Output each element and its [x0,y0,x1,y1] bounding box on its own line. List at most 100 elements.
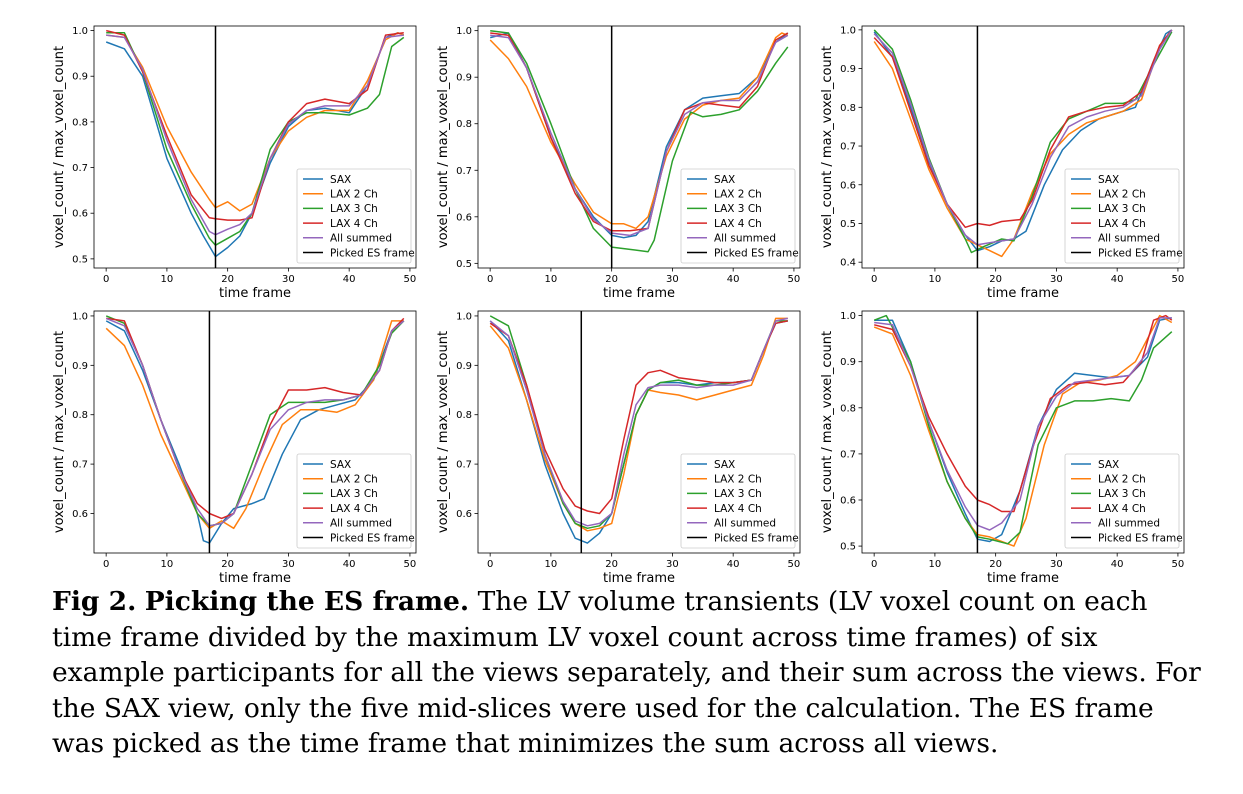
x-tick-label: 40 [727,274,740,285]
legend-label-all-summed: All summed [1098,233,1160,245]
y-tick-label: 0.8 [456,119,472,130]
axes-frame [93,310,417,554]
x-tick-label: 20 [989,559,1002,570]
x-tick-label: 20 [605,559,618,570]
legend-label-sax: SAX [330,459,351,471]
series-line-lax-2-ch [105,320,404,530]
x-tick-label: 20 [605,274,618,285]
x-tick-label: 50 [788,559,801,570]
y-tick-label: 0.8 [72,117,88,128]
series-line-all-summed [873,29,1173,246]
axes-frame [477,310,801,554]
legend-label-lax-3-ch: LAX 3 Ch [714,488,762,500]
legend-label-lax-2-ch: LAX 2 Ch [330,189,378,201]
x-axis-label: time frame [987,286,1059,301]
axes-frame [477,25,801,269]
series-group [489,315,788,544]
legend: SAX LAX 2 Ch LAX 3 Ch LAX 4 Ch All summed Pic… [1064,453,1183,549]
y-tick-label: 0.5 [840,542,856,553]
y-axis-label: voxel_count / max_voxel_count [820,46,835,248]
y-tick-label: 0.7 [456,166,472,177]
y-tick-label: 0.9 [72,361,88,372]
x-tick-label: 30 [666,274,679,285]
legend-label-lax-4-ch: LAX 4 Ch [1098,218,1146,230]
y-tick-label: 0.8 [72,410,88,421]
legend-label-lax-2-ch: LAX 2 Ch [330,474,378,486]
axes-frame [861,25,1185,269]
legend-label-lax-4-ch: LAX 4 Ch [330,218,378,230]
series-line-all-summed [490,34,789,237]
x-tick-label: 30 [1050,559,1063,570]
legend-label-picked-es-frame: Picked ES frame [714,247,799,259]
legend-label-all-summed: All summed [714,233,776,245]
legend-label-sax: SAX [1098,174,1119,186]
x-tick-label: 50 [404,559,417,570]
y-axis-label: voxel_count / max_voxel_count [436,46,451,248]
x-tick-label: 50 [1172,559,1185,570]
series-line-lax-2-ch [106,32,405,212]
legend-label-sax: SAX [714,459,735,471]
legend-label-lax-2-ch: LAX 2 Ch [1098,189,1146,201]
y-tick-label: 0.9 [456,361,472,372]
x-tick-label: 0 [487,274,493,285]
legend-label-picked-es-frame: Picked ES frame [714,532,799,544]
series-group [105,29,405,258]
y-tick-label: 0.5 [456,259,472,270]
legend: SAX LAX 2 Ch LAX 3 Ch LAX 4 Ch All summed Pic… [296,453,415,549]
legend-label-lax-3-ch: LAX 3 Ch [714,203,762,215]
x-tick-label: 0 [871,559,877,570]
x-tick-label: 40 [343,274,356,285]
legend: SAX LAX 2 Ch LAX 3 Ch LAX 4 Ch All summed Pic… [680,168,799,264]
x-tick-label: 10 [545,274,558,285]
legend-label-lax-4-ch: LAX 4 Ch [714,503,762,515]
legend-box [680,453,796,549]
x-axis-label: time frame [219,286,291,301]
y-tick-label: 1.0 [840,311,856,322]
x-tick-label: 30 [1050,274,1063,285]
series-line-all-summed [874,317,1172,531]
y-tick-label: 1.0 [456,26,472,37]
x-tick-label: 0 [103,559,109,570]
x-axis-label: time frame [987,571,1059,585]
legend-label-picked-es-frame: Picked ES frame [1098,247,1183,259]
y-tick-label: 0.8 [840,103,856,114]
x-tick-label: 10 [929,559,942,570]
chart-panel-3: 0 10 20 30 40 50 0.4 0.5 0.6 0.7 0.8 0.9 1.0 time fra… [820,25,1185,301]
legend-label-lax-4-ch: LAX 4 Ch [330,503,378,515]
series-line-all-summed [106,34,404,236]
y-tick-label: 0.5 [840,219,856,230]
legend-label-lax-2-ch: LAX 2 Ch [714,189,762,201]
axes-frame [93,25,417,269]
legend-label-all-summed: All summed [330,518,392,530]
legend-label-lax-4-ch: LAX 4 Ch [714,218,762,230]
series-line-all-summed [489,317,788,527]
x-tick-label: 10 [929,274,942,285]
series-line-lax-3-ch [490,29,789,253]
x-tick-label: 10 [545,559,558,570]
x-tick-label: 50 [1172,274,1185,285]
chart-panel-5: 0 10 20 30 40 50 0.6 0.7 0.8 0.9 1.0 time frame voxe… [436,310,801,585]
legend-box [296,168,412,264]
x-tick-label: 30 [282,559,295,570]
chart-panel-4: 0 10 20 30 40 50 0.6 0.7 0.8 0.9 1.0 time frame voxe… [52,310,417,585]
x-tick-label: 50 [404,274,417,285]
y-tick-label: 0.6 [840,180,856,191]
y-tick-label: 1.0 [72,311,88,322]
y-tick-label: 0.7 [456,460,472,471]
legend-box [1064,168,1180,264]
chart-panel-6: 0 10 20 30 40 50 0.5 0.6 0.7 0.8 0.9 1.0 time frame v… [820,310,1185,585]
caption-label: Fig 2. [52,586,137,617]
y-axis-label: voxel_count / max_voxel_count [820,331,835,533]
legend-label-lax-4-ch: LAX 4 Ch [1098,503,1146,515]
legend: SAX LAX 2 Ch LAX 3 Ch LAX 4 Ch All summed Pic… [296,168,415,264]
y-tick-label: 0.8 [840,403,856,414]
y-tick-label: 0.7 [72,460,88,471]
x-tick-label: 10 [161,559,174,570]
series-group [105,315,405,544]
figure-grid: 0 10 20 30 40 50 0.5 0.6 0.7 0.8 0.9 1.0 time frame v… [52,25,1185,585]
series-line-all-summed [105,317,405,527]
chart-panel-2: 0 10 20 30 40 50 0.5 0.6 0.7 0.8 0.9 1.0 time frame v… [436,25,801,301]
y-tick-label: 0.6 [456,212,472,223]
legend-label-lax-2-ch: LAX 2 Ch [714,474,762,486]
legend-box [680,168,796,264]
